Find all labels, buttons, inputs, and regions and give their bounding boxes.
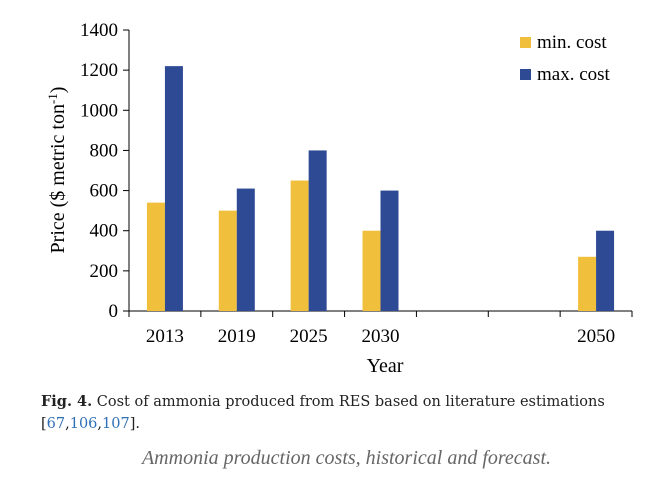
y-tick-label: 0 (109, 301, 119, 322)
bar-min-cost-2025 (290, 180, 309, 311)
legend-label: max. cost (537, 64, 611, 85)
bar-max-cost-2030 (380, 190, 399, 311)
y-axis: 0 200 400 600 800 1000 1200 1400 (80, 20, 130, 322)
y-tick-label: 400 (90, 221, 119, 242)
bar-max-cost-2013 (164, 66, 183, 311)
caption-separator: , (65, 416, 70, 432)
caption-bracket-open: [ (41, 416, 47, 432)
y-tick-label: 200 (90, 261, 119, 282)
legend-swatch (520, 37, 531, 48)
bar-max-cost-2025 (308, 150, 327, 311)
bars (146, 66, 615, 311)
x-axis-title: Year (367, 355, 404, 377)
bar-max-cost-2019 (236, 188, 255, 311)
x-tick-label: 2030 (362, 326, 400, 347)
y-tick-label: 1000 (80, 100, 118, 121)
bar-min-cost-2050 (578, 256, 597, 311)
x-tick-label: 2019 (218, 326, 256, 347)
bar-min-cost-2013 (146, 202, 165, 311)
y-axis-title: Price ($ metric ton-1) (45, 87, 69, 254)
image-subtitle: Ammonia production costs, historical and… (141, 447, 552, 469)
figure-caption: Fig. 4. Cost of ammonia produced from RE… (41, 391, 641, 435)
caption-separator: , (97, 416, 103, 432)
y-tick-label: 1400 (80, 20, 118, 41)
legend-swatch (520, 69, 531, 80)
x-tick-label: 2025 (290, 326, 328, 347)
x-tick-label: 2013 (146, 326, 184, 347)
y-tick-label: 1200 (80, 60, 118, 81)
legend-label: min. cost (537, 32, 607, 53)
citation-link[interactable]: 67 (46, 416, 66, 432)
x-tick-label: 2050 (577, 326, 615, 347)
caption-text: Cost of ammonia produced from RES based … (92, 394, 605, 410)
bar-max-cost-2050 (596, 230, 615, 311)
caption-bracket-close: ]. (129, 416, 140, 432)
legend: min. cost max. cost (520, 32, 611, 85)
citation-link[interactable]: 106 (69, 416, 98, 432)
bar-min-cost-2019 (218, 210, 237, 311)
x-axis: 2013 2019 2025 2030 2050 (128, 310, 633, 347)
y-tick-label: 800 (90, 140, 119, 161)
figure-label: Fig. 4. (41, 393, 93, 410)
citation-link[interactable]: 107 (102, 416, 130, 432)
bar-min-cost-2030 (362, 230, 381, 311)
y-tick-label: 600 (90, 181, 119, 202)
